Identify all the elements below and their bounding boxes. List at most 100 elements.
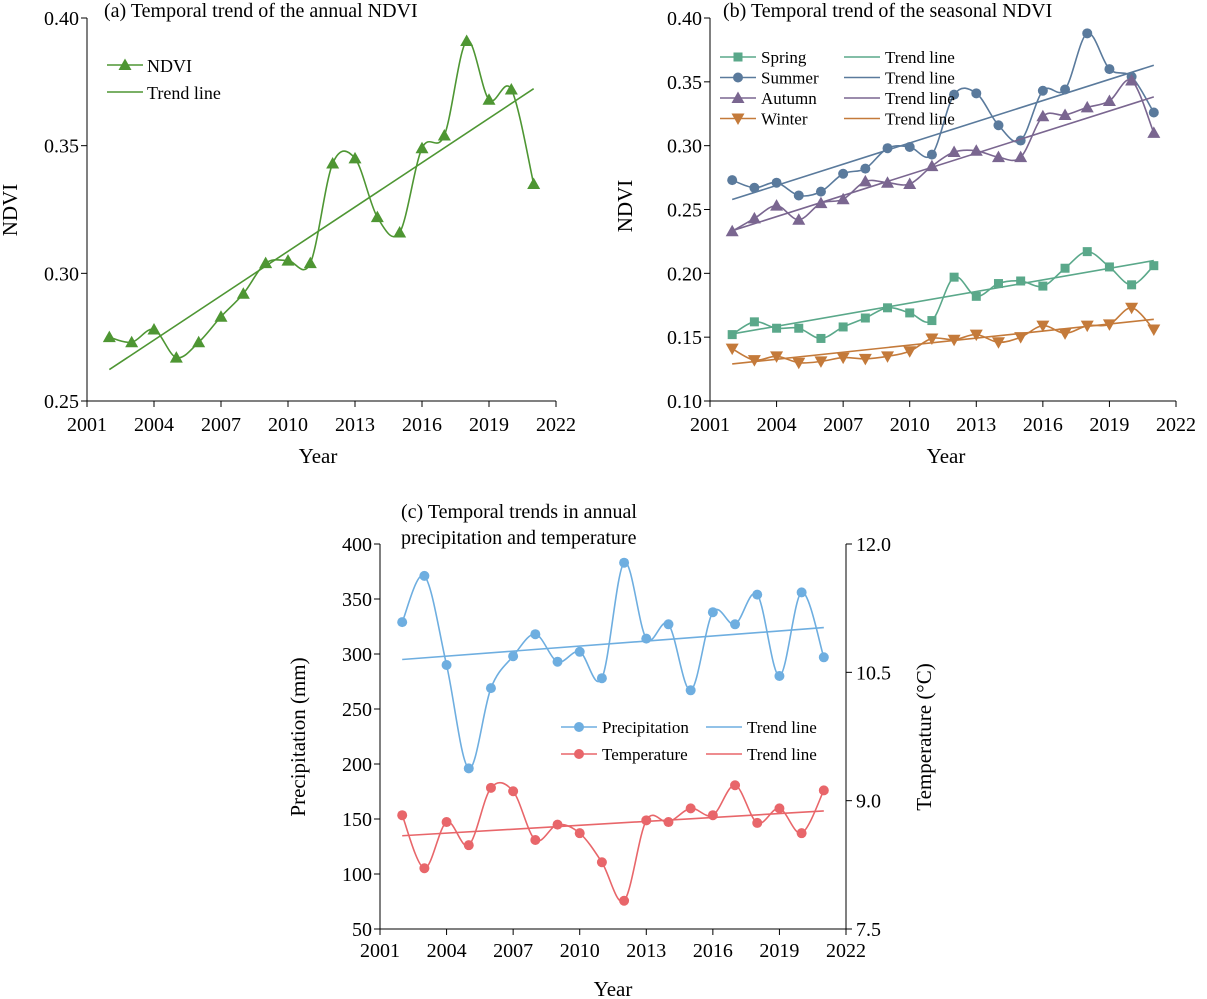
data-point-ndvi [348,151,362,164]
legend-trend-label-autumn: Trend line [885,89,955,108]
trend-line-precipitation [402,626,824,661]
data-point-autumn [991,150,1005,163]
panel-c-xlabel: Year [594,977,633,999]
data-point-autumn [1058,108,1072,121]
ytick-label: 0.30 [44,263,79,285]
data-point-autumn [725,224,739,237]
data-point-spring [816,333,826,343]
panel-c-title-line-2: precipitation and temperature [401,527,637,549]
data-point-summer [993,120,1004,131]
data-point-winter [725,343,739,356]
data-point-ndvi [393,225,407,238]
ytick-right-label: 9.0 [856,791,881,813]
data-point-winter [1080,320,1094,333]
panel-a-plot [102,34,541,371]
data-point-spring [727,330,737,340]
ytick-label: 100 [342,864,372,886]
data-point-spring [794,323,804,333]
data-point-precipitation [508,651,519,662]
data-point-winter [836,352,850,365]
data-point-ndvi [482,93,496,105]
xtick-label: 2013 [626,940,666,962]
ytick-label: 50 [352,919,372,941]
data-point-precipitation [796,587,807,598]
data-point-temperature [530,835,541,846]
data-point-winter [1102,319,1116,331]
legend-marker-precipitation [574,722,584,732]
xtick-label: 2013 [956,414,996,436]
xtick-label: 2007 [201,414,241,436]
data-point-winter [858,353,872,366]
data-point-autumn [814,196,828,209]
panel-b-xlabel: Year [927,444,966,468]
data-point-temperature [596,857,607,868]
legend-marker-spring [733,52,743,62]
xtick-label: 2004 [427,940,467,962]
ytick-label: 0.40 [667,8,702,30]
data-point-temperature [619,895,630,906]
data-point-winter [1125,302,1139,315]
ytick-label: 300 [342,644,372,666]
data-point-autumn [858,174,872,187]
data-point-spring [949,272,959,282]
data-point-ndvi [147,323,161,335]
legend-marker-autumn [731,91,745,103]
data-point-precipitation [752,589,763,600]
data-point-temperature [463,840,474,851]
data-point-winter [1014,332,1028,344]
ytick-label: 0.25 [44,391,79,413]
data-point-autumn [1147,126,1161,138]
panel-b-ylabel: NDVI [613,180,637,233]
ytick-right-label: 7.5 [856,919,881,941]
data-point-winter [747,355,761,367]
data-point-spring [1149,261,1159,271]
data-point-winter [991,337,1005,349]
data-point-winter [947,334,961,347]
data-point-spring [1082,247,1092,257]
legend-marker-temperature [574,749,584,759]
data-point-autumn [1014,150,1028,163]
data-point-winter [881,351,895,363]
xtick-label: 2007 [823,414,863,436]
data-point-winter [903,346,917,358]
panel-a-ylabel: NDVI [0,184,22,237]
ytick-label: 0.40 [44,8,79,30]
data-point-summer [749,182,760,193]
panel-b: (b) Temporal trend of the seasonal NDVI … [613,0,1196,468]
data-point-ndvi [527,177,541,189]
data-point-summer [1060,84,1071,95]
data-point-summer [771,177,782,188]
xtick-label: 2019 [1089,414,1129,436]
data-point-precipitation [463,763,474,774]
data-point-precipitation [774,671,785,681]
data-point-ndvi [326,157,340,169]
legend-trend-label-ndvi: Trend line [147,83,221,103]
data-point-winter [1058,328,1072,340]
data-point-autumn [1125,74,1139,86]
data-point-autumn [747,211,761,224]
xtick-label: 2004 [757,414,797,436]
data-point-spring [749,317,759,327]
data-point-ndvi [125,335,139,348]
data-point-spring [1016,276,1026,286]
data-point-summer [926,149,937,160]
legend-trend-label-precipitation: Trend line [747,718,817,737]
data-point-ndvi [281,254,295,266]
legend-marker-winter [731,113,745,125]
data-point-spring [1127,280,1137,290]
ytick-label: 350 [342,589,372,611]
legend-label-winter: Winter [761,110,808,129]
panel-c-title-line-1: (c) Temporal trends in annual [401,501,637,523]
data-point-temperature [730,780,741,791]
data-point-precipitation [730,619,741,630]
data-point-autumn [1102,94,1116,106]
data-point-autumn [770,199,784,211]
panel-a-legend: NDVI Trend line [107,56,221,103]
xtick-label: 2004 [134,414,174,436]
data-point-temperature [485,782,496,793]
data-point-summer [904,141,915,152]
trend-line-spring [732,259,1154,335]
legend-label-spring: Spring [761,48,807,67]
panel-b-plot [725,28,1161,370]
